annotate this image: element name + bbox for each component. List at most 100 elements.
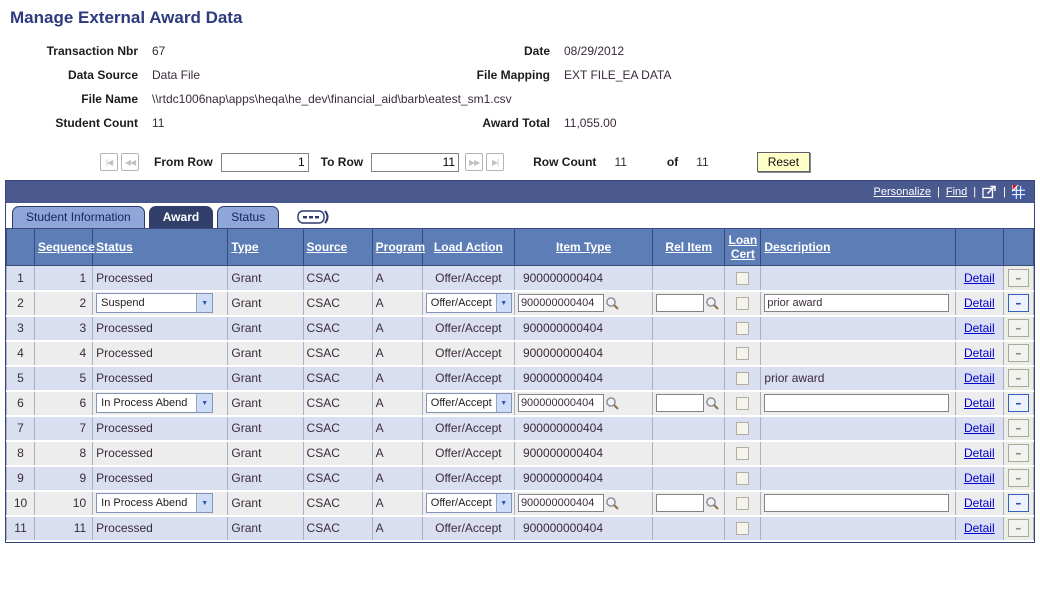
table-row: 3 3 Processed Grant CSAC A Offer/Accept 9000000… (5, 315, 1035, 342)
loan-cert-checkbox[interactable] (736, 472, 750, 486)
tab-student-information[interactable]: Student Information (12, 206, 145, 228)
col-program[interactable]: Program (371, 228, 425, 266)
date-label: Date (523, 44, 550, 58)
description-input[interactable] (764, 394, 950, 412)
loan-cert-checkbox[interactable] (736, 347, 750, 361)
loan-cert-checkbox[interactable] (736, 271, 750, 285)
rel-item-input[interactable] (656, 494, 705, 512)
delete-row-button[interactable]: – (1007, 294, 1029, 312)
status-select[interactable]: Suspend ▼ (96, 293, 214, 313)
detail-link[interactable]: Detail (963, 446, 995, 460)
loan-cert-checkbox[interactable] (736, 447, 750, 461)
reset-button[interactable]: Reset (756, 152, 811, 172)
loan-cert-checkbox[interactable] (736, 497, 750, 511)
header-fields: Transaction Nbr 67 Date 08/29/2012 Data … (8, 44, 1040, 130)
detail-link[interactable]: Detail (963, 471, 995, 485)
delete-row-button[interactable]: – (1007, 344, 1029, 362)
load-action-select[interactable]: Offer/Accept ▼ (425, 493, 512, 513)
col-status[interactable]: Status (92, 228, 229, 266)
previous-rows-button[interactable]: ◀◀ (121, 153, 139, 171)
item-type-input[interactable] (517, 494, 604, 512)
detail-link[interactable]: Detail (963, 396, 995, 410)
loan-cert-checkbox[interactable] (736, 397, 750, 411)
loan-cert-checkbox[interactable] (736, 422, 750, 436)
lookup-magnifier-icon[interactable] (605, 396, 620, 411)
detail-link[interactable]: Detail (963, 346, 995, 360)
program-cell: A (372, 440, 423, 467)
to-row-input[interactable] (371, 152, 460, 172)
lookup-magnifier-icon[interactable] (605, 496, 620, 511)
load-action-cell: Offer/Accept ▼ (422, 290, 515, 317)
detail-link[interactable]: Detail (963, 321, 995, 335)
load-action-cell: Offer/Accept (422, 340, 515, 367)
rel-item-input[interactable] (656, 394, 705, 412)
first-row-button[interactable]: |◀ (100, 153, 118, 171)
delete-row-button[interactable]: – (1007, 519, 1029, 537)
row-number-cell: 11 (5, 515, 36, 542)
last-row-button[interactable]: ▶| (486, 153, 505, 171)
col-description[interactable]: Description (760, 228, 956, 266)
tab-status[interactable]: Status (217, 206, 280, 228)
col-sequence[interactable]: Sequence (34, 228, 95, 266)
item-type-input[interactable] (517, 394, 604, 412)
detail-link[interactable]: Detail (963, 371, 995, 385)
rel-item-input[interactable] (656, 294, 705, 312)
detail-link[interactable]: Detail (963, 296, 995, 310)
loan-cert-checkbox[interactable] (736, 372, 750, 386)
detail-cell: Detail (955, 290, 1004, 317)
item-type-input[interactable] (517, 294, 604, 312)
lookup-magnifier-icon[interactable] (705, 396, 720, 411)
description-cell (760, 290, 956, 317)
col-source[interactable]: Source (302, 228, 373, 266)
lookup-magnifier-icon[interactable] (605, 296, 620, 311)
status-cell: In Process Abend ▼ (92, 490, 229, 517)
delete-row-button[interactable]: – (1007, 494, 1029, 512)
page-title: Manage External Award Data (10, 8, 243, 27)
col-item-type[interactable]: Item Type (513, 228, 654, 266)
col-rel-item[interactable]: Rel Item (652, 228, 726, 266)
detail-link[interactable]: Detail (963, 521, 995, 535)
status-select[interactable]: In Process Abend ▼ (96, 493, 214, 513)
description-input[interactable] (764, 294, 950, 312)
find-link[interactable]: Find (945, 186, 968, 198)
delete-row-button[interactable]: – (1007, 268, 1029, 287)
row-action-cell: – (1003, 415, 1035, 442)
view-all-popout-icon[interactable] (982, 185, 997, 199)
load-action-select[interactable]: Offer/Accept ▼ (425, 393, 512, 413)
detail-link[interactable]: Detail (963, 421, 995, 435)
loan-cert-checkbox[interactable] (736, 297, 750, 311)
download-grid-icon[interactable] (1012, 185, 1026, 199)
row-number-cell: 2 (5, 290, 36, 317)
detail-link[interactable]: Detail (963, 270, 995, 285)
lookup-magnifier-icon[interactable] (705, 496, 720, 511)
detail-cell: Detail (955, 490, 1004, 517)
delete-row-button[interactable]: – (1007, 369, 1029, 387)
delete-row-button[interactable]: – (1007, 444, 1029, 462)
detail-link[interactable]: Detail (963, 496, 995, 510)
delete-row-button[interactable]: – (1007, 319, 1029, 337)
lookup-magnifier-icon[interactable] (705, 296, 720, 311)
col-loan-cert[interactable]: Loan Cert (724, 228, 762, 266)
sequence-cell: 3 (34, 315, 94, 342)
delete-row-button[interactable]: – (1007, 469, 1029, 487)
date-value: 08/29/2012 (564, 44, 625, 58)
delete-row-button[interactable]: – (1007, 394, 1029, 412)
item-type-cell: 900000000404 (514, 340, 654, 367)
loan-cert-checkbox[interactable] (736, 322, 750, 336)
status-select[interactable]: In Process Abend ▼ (96, 393, 214, 413)
from-row-input[interactable] (220, 152, 309, 172)
show-all-columns-icon[interactable] (297, 209, 333, 225)
sequence-cell: 4 (34, 340, 94, 367)
loan-cert-checkbox[interactable] (736, 522, 750, 536)
row-action-cell: – (1003, 390, 1035, 417)
rel-item-cell (652, 340, 726, 367)
next-rows-button[interactable]: ▶▶ (465, 153, 484, 171)
tab-award[interactable]: Award (148, 206, 214, 228)
loan-cert-cell (724, 365, 762, 392)
delete-row-button[interactable]: – (1007, 419, 1029, 437)
personalize-link[interactable]: Personalize (873, 186, 932, 198)
description-input[interactable] (764, 494, 950, 512)
col-load-action[interactable]: Load Action (421, 228, 515, 266)
col-type[interactable]: Type (227, 228, 304, 266)
load-action-select[interactable]: Offer/Accept ▼ (425, 293, 512, 313)
